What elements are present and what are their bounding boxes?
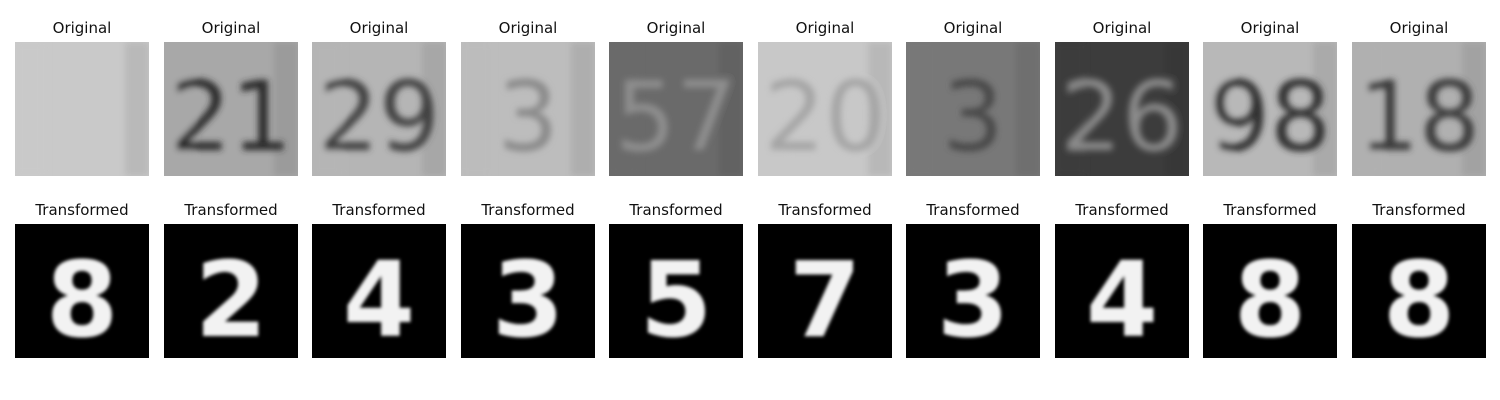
svg-text:8: 8 (1383, 239, 1455, 358)
original-image: 29 (312, 42, 446, 176)
original-title: Original (292, 19, 466, 37)
svg-text:21: 21 (170, 61, 292, 173)
original-image (15, 42, 149, 176)
svg-text:3: 3 (497, 61, 558, 173)
transformed-image: 2 (164, 224, 298, 358)
transformed-title: Transformed (589, 201, 763, 219)
transformed-image: 7 (758, 224, 892, 358)
svg-text:57: 57 (615, 61, 737, 173)
transformed-image: 4 (1055, 224, 1189, 358)
transformed-title: Transformed (292, 201, 466, 219)
transformed-image: 3 (461, 224, 595, 358)
svg-text:3: 3 (937, 239, 1009, 358)
transformed-title: Transformed (1183, 201, 1357, 219)
svg-text:7: 7 (789, 239, 861, 358)
transformed-image: 8 (1203, 224, 1337, 358)
svg-text:26: 26 (1061, 61, 1183, 173)
transformed-image: 8 (15, 224, 149, 358)
original-image: 3 (461, 42, 595, 176)
svg-text:8: 8 (46, 239, 118, 358)
svg-text:2: 2 (195, 239, 267, 358)
svg-text:4: 4 (1086, 239, 1158, 358)
transformed-image: 8 (1352, 224, 1486, 358)
original-title: Original (886, 19, 1060, 37)
original-image: 57 (609, 42, 743, 176)
svg-text:8: 8 (1234, 239, 1306, 358)
original-image: 98 (1203, 42, 1337, 176)
original-image: 21 (164, 42, 298, 176)
svg-text:20: 20 (764, 61, 886, 173)
original-image: 3 (906, 42, 1040, 176)
transformed-title: Transformed (1332, 201, 1500, 219)
transformed-image: 5 (609, 224, 743, 358)
svg-text:5: 5 (640, 239, 712, 358)
original-image: 20 (758, 42, 892, 176)
transformed-title: Transformed (886, 201, 1060, 219)
svg-text:98: 98 (1209, 61, 1331, 173)
svg-text:4: 4 (343, 239, 415, 358)
svg-text:3: 3 (942, 61, 1003, 173)
original-title: Original (1183, 19, 1357, 37)
transformed-image: 4 (312, 224, 446, 358)
svg-text:18: 18 (1358, 61, 1480, 173)
original-image: 18 (1352, 42, 1486, 176)
original-title: Original (1332, 19, 1500, 37)
svg-text:29: 29 (318, 61, 440, 173)
original-image: 26 (1055, 42, 1189, 176)
svg-text:3: 3 (492, 239, 564, 358)
original-title: Original (589, 19, 763, 37)
transformed-image: 3 (906, 224, 1040, 358)
